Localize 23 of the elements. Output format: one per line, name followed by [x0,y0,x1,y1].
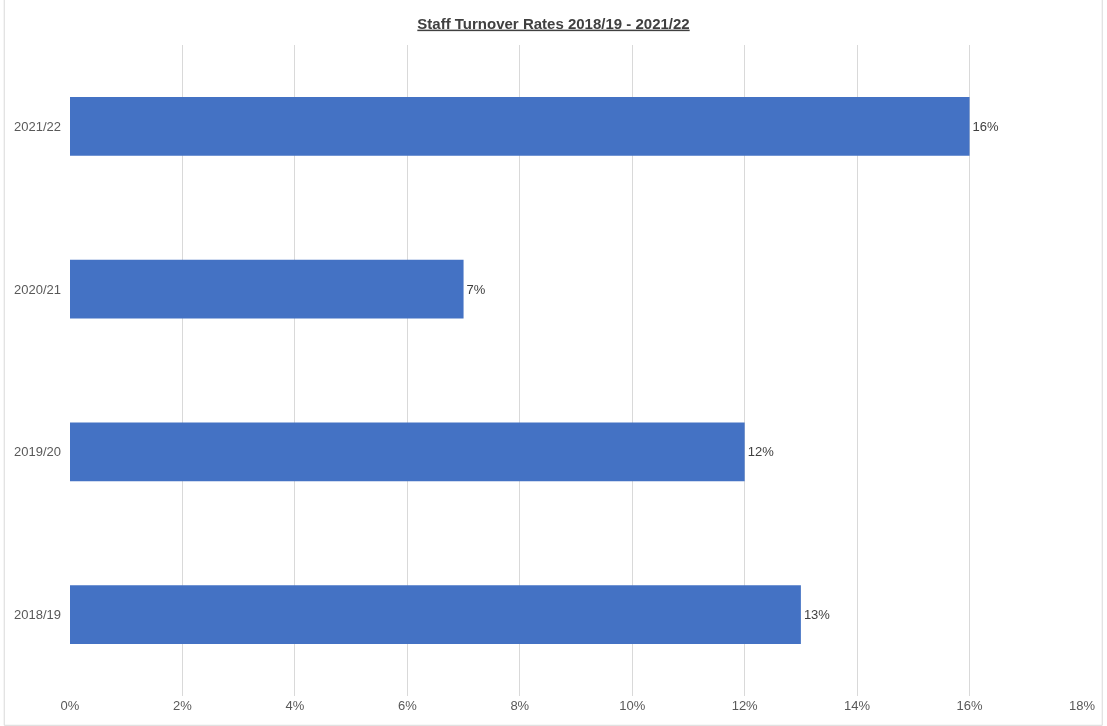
data-label: 12% [747,444,775,460]
data-label: 7% [466,281,486,297]
x-tick-label: 2% [173,698,193,713]
bar [70,585,801,644]
y-tick-label: 2021/22 [14,118,61,134]
x-tick-label: 6% [397,698,418,713]
bar [70,97,970,156]
bar [70,422,745,482]
y-tick-label: 2019/20 [14,444,61,460]
x-tick-label: 12% [731,698,759,713]
data-label: 13% [803,607,831,623]
x-tick-label: 10% [619,698,646,713]
x-tick-label: 8% [510,698,530,713]
data-label: 16% [972,118,1000,134]
bar [70,259,464,319]
chart-title: Staff Turnover Rates 2018/19 - 2021/22 [417,14,690,32]
x-tick-label: 0% [60,698,80,713]
x-tick-label: 16% [956,698,983,713]
x-tick-label: 4% [285,698,305,713]
y-tick-label: 2018/19 [14,607,61,623]
x-tick-label: 18% [1068,698,1096,713]
x-tick-label: 14% [844,698,871,713]
y-tick-label: 2020/21 [14,281,61,297]
